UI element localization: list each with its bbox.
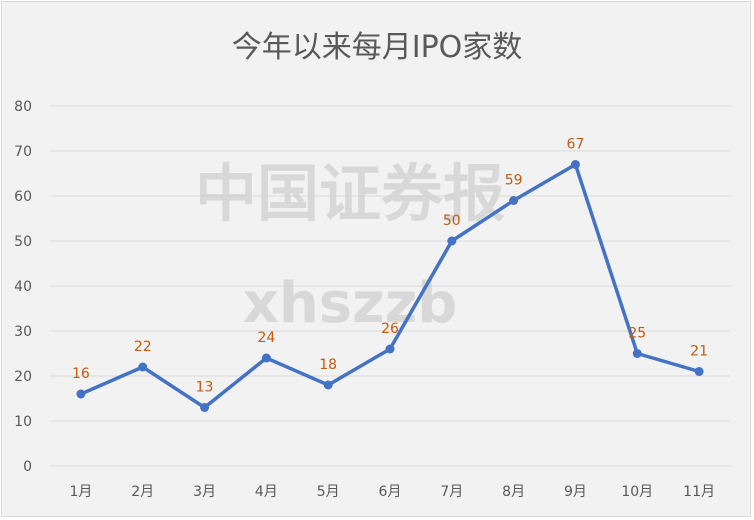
x-tick-label: 2月 <box>131 484 154 500</box>
x-tick-label: 10月 <box>621 484 653 500</box>
y-tick-label: 70 <box>14 144 32 160</box>
data-label: 16 <box>72 366 90 382</box>
x-tick-label: 1月 <box>69 484 92 500</box>
data-point <box>447 236 457 246</box>
data-label: 67 <box>567 137 585 153</box>
data-label: 26 <box>381 321 399 337</box>
data-points <box>76 160 704 412</box>
y-tick-label: 40 <box>14 279 32 295</box>
data-label: 25 <box>628 326 646 342</box>
data-label: 13 <box>196 380 214 396</box>
x-tick-label: 8月 <box>502 484 525 500</box>
y-tick-label: 10 <box>14 414 32 430</box>
data-label: 21 <box>690 344 708 360</box>
data-point <box>570 160 580 169</box>
x-tick-label: 4月 <box>255 484 278 500</box>
data-point <box>509 196 519 205</box>
x-tick-label: 11月 <box>683 484 715 500</box>
y-tick-label: 50 <box>14 234 32 250</box>
data-label: 18 <box>319 357 337 373</box>
data-label: 22 <box>134 339 152 355</box>
gridlines <box>50 105 730 467</box>
watermark-text-latin: xhszzb <box>243 271 458 336</box>
chart-title: 今年以来每月IPO家数 <box>231 30 523 65</box>
x-tick-label: 7月 <box>440 484 463 500</box>
data-label: 24 <box>257 330 275 346</box>
x-tick-label: 6月 <box>379 484 402 500</box>
data-label: 59 <box>505 173 523 189</box>
data-point <box>694 367 704 376</box>
x-tick-label: 3月 <box>193 484 216 500</box>
watermark-text-cn: 中国证券报 <box>195 157 505 230</box>
x-tick-label: 9月 <box>564 484 587 500</box>
y-tick-label: 60 <box>14 189 32 205</box>
data-point <box>632 349 642 358</box>
data-point <box>323 380 333 390</box>
data-label: 50 <box>443 213 461 229</box>
y-tick-label: 0 <box>23 459 32 475</box>
x-axis-tick-labels: 1月 2月 3月 4月 5月 6月 7月 8月 9月 10月 11月 <box>69 484 715 500</box>
y-tick-label: 20 <box>14 369 32 385</box>
data-labels: 16 22 13 24 18 26 50 59 67 25 21 <box>72 137 708 396</box>
y-axis-tick-labels: 0 10 20 30 40 50 60 70 80 <box>14 99 32 475</box>
data-point <box>200 403 210 412</box>
data-point <box>385 344 395 354</box>
x-tick-label: 5月 <box>317 484 340 500</box>
data-point <box>76 389 86 399</box>
y-tick-label: 30 <box>14 324 32 340</box>
data-point <box>138 362 148 372</box>
data-point <box>261 353 271 363</box>
y-tick-label: 80 <box>14 99 32 115</box>
